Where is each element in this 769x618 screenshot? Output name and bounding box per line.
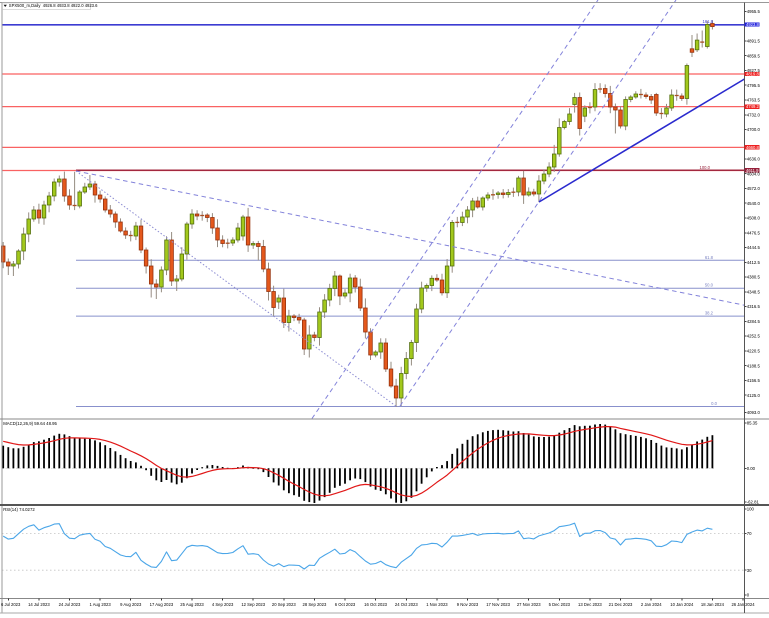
svg-text:4749.2: 4749.2 bbox=[746, 104, 759, 109]
svg-text:4188.5: 4188.5 bbox=[747, 363, 761, 368]
svg-text:4125.0: 4125.0 bbox=[747, 393, 761, 398]
svg-text:30: 30 bbox=[747, 568, 752, 573]
svg-text:4252.5: 4252.5 bbox=[747, 334, 761, 339]
svg-text:17 Nov 2023: 17 Nov 2023 bbox=[486, 602, 510, 607]
svg-text:RSI(14) 74.0272: RSI(14) 74.0272 bbox=[3, 507, 35, 512]
svg-text:25 Aug 2023: 25 Aug 2023 bbox=[180, 602, 204, 607]
svg-text:0.00: 0.00 bbox=[747, 466, 756, 471]
svg-text:4508.0: 4508.0 bbox=[747, 216, 761, 221]
svg-text:5 Dec 2023: 5 Dec 2023 bbox=[549, 602, 571, 607]
svg-text:4412.5: 4412.5 bbox=[747, 260, 761, 265]
svg-text:18 Jan 2024: 18 Jan 2024 bbox=[701, 602, 725, 607]
svg-text:21 Dec 2023: 21 Dec 2023 bbox=[609, 602, 633, 607]
svg-text:4827.5: 4827.5 bbox=[747, 68, 761, 73]
svg-text:26 Jan 2024: 26 Jan 2024 bbox=[731, 602, 755, 607]
svg-text:16 Oct 2023: 16 Oct 2023 bbox=[364, 602, 387, 607]
svg-text:70: 70 bbox=[747, 531, 752, 536]
svg-text:4819.8: 4819.8 bbox=[746, 72, 759, 77]
svg-text:12 Sep 2023: 12 Sep 2023 bbox=[241, 602, 265, 607]
svg-text:4348.5: 4348.5 bbox=[747, 289, 761, 294]
svg-text:4156.5: 4156.5 bbox=[747, 378, 761, 383]
svg-text:1 Nov 2023: 1 Nov 2023 bbox=[426, 602, 448, 607]
svg-text:27 Nov 2023: 27 Nov 2023 bbox=[517, 602, 541, 607]
svg-text:4220.5: 4220.5 bbox=[747, 349, 761, 354]
svg-text:61.8: 61.8 bbox=[705, 255, 714, 260]
svg-text:0.0: 0.0 bbox=[711, 401, 717, 406]
svg-text:4636.0: 4636.0 bbox=[747, 157, 761, 162]
svg-text:2 Jan 2024: 2 Jan 2024 bbox=[641, 602, 662, 607]
svg-text:28 Sep 2023: 28 Sep 2023 bbox=[303, 602, 327, 607]
svg-text:MACD(12,26,9) 59.64 48.95: MACD(12,26,9) 59.64 48.95 bbox=[3, 421, 57, 426]
svg-text:6 Oct 2023: 6 Oct 2023 bbox=[335, 602, 356, 607]
svg-text:4732.0: 4732.0 bbox=[747, 112, 761, 117]
svg-text:24 Oct 2023: 24 Oct 2023 bbox=[395, 602, 418, 607]
svg-text:4316.5: 4316.5 bbox=[747, 304, 761, 309]
svg-text:4660.8: 4660.8 bbox=[746, 145, 759, 150]
svg-text:4955.5: 4955.5 bbox=[747, 9, 761, 14]
svg-text:20 Sep 2023: 20 Sep 2023 bbox=[272, 602, 296, 607]
svg-text:-62.81: -62.81 bbox=[747, 500, 760, 505]
svg-text:9 Aug 2023: 9 Aug 2023 bbox=[120, 602, 142, 607]
svg-text:9 Nov 2023: 9 Nov 2023 bbox=[457, 602, 479, 607]
svg-text:38.2: 38.2 bbox=[705, 311, 714, 316]
svg-text:161.8: 161.8 bbox=[703, 19, 714, 24]
svg-text:4444.5: 4444.5 bbox=[747, 245, 761, 250]
svg-text:100: 100 bbox=[747, 506, 755, 511]
svg-text:13 Dec 2023: 13 Dec 2023 bbox=[578, 602, 602, 607]
svg-text:4 Sep 2023: 4 Sep 2023 bbox=[212, 602, 234, 607]
svg-text:14 Jul 2023: 14 Jul 2023 bbox=[28, 602, 50, 607]
svg-text:4859.5: 4859.5 bbox=[747, 53, 761, 58]
svg-text:4923.8: 4923.8 bbox=[746, 22, 759, 27]
svg-text:4795.5: 4795.5 bbox=[747, 83, 761, 88]
svg-text:24 Jul 2023: 24 Jul 2023 bbox=[59, 602, 81, 607]
svg-text:0: 0 bbox=[747, 593, 750, 598]
svg-text:4604.0: 4604.0 bbox=[747, 171, 761, 176]
svg-text:4700.0: 4700.0 bbox=[747, 127, 761, 132]
svg-text:SPX500_m,Daily 4926.8 4933.8: SPX500_m,Daily 4926.8 4933.8 4922.0 4923… bbox=[9, 3, 98, 8]
svg-text:10 Jan 2024: 10 Jan 2024 bbox=[670, 602, 694, 607]
svg-text:4093.0: 4093.0 bbox=[747, 410, 761, 415]
svg-text:17 Aug 2023: 17 Aug 2023 bbox=[150, 602, 174, 607]
svg-text:1 Aug 2023: 1 Aug 2023 bbox=[89, 602, 111, 607]
svg-text:4572.0: 4572.0 bbox=[747, 186, 761, 191]
svg-text:4763.5: 4763.5 bbox=[747, 98, 761, 103]
svg-text:4284.5: 4284.5 bbox=[747, 319, 761, 324]
svg-text:50.0: 50.0 bbox=[705, 283, 714, 288]
svg-text:100.0: 100.0 bbox=[700, 165, 711, 170]
svg-text:85.35: 85.35 bbox=[747, 421, 758, 426]
svg-text:4891.5: 4891.5 bbox=[747, 39, 761, 44]
svg-text:4611.9: 4611.9 bbox=[746, 168, 759, 173]
svg-text:6 Jul 2023: 6 Jul 2023 bbox=[1, 602, 21, 607]
svg-text:4476.5: 4476.5 bbox=[747, 230, 761, 235]
svg-text:4540.0: 4540.0 bbox=[747, 201, 761, 206]
svg-text:4380.5: 4380.5 bbox=[747, 275, 761, 280]
